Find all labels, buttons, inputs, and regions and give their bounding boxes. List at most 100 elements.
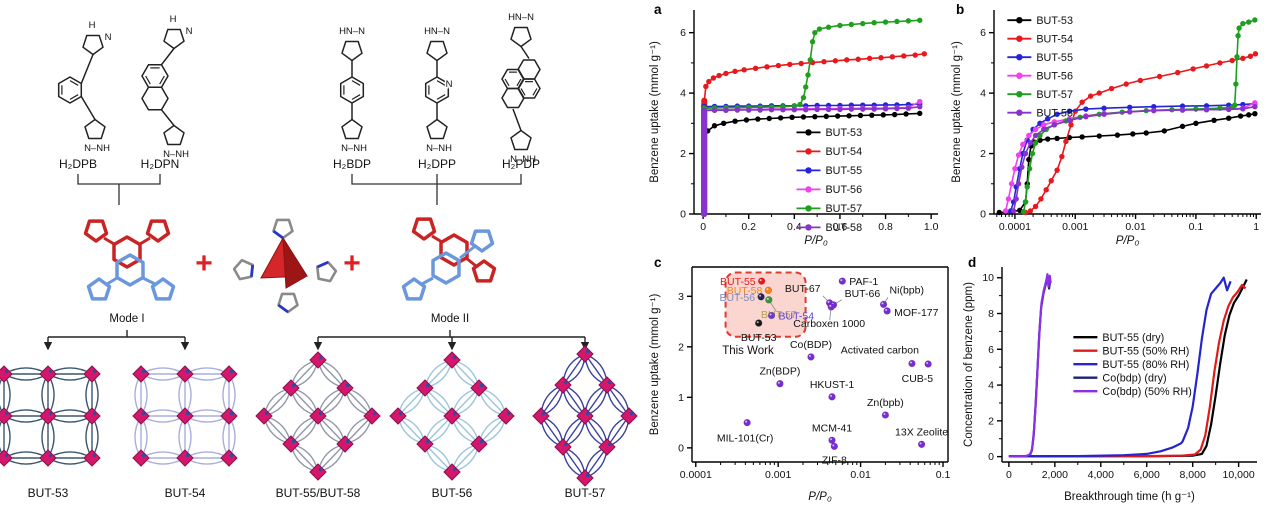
- x-tick-label: 0.1: [936, 469, 951, 481]
- legend-label: BUT-55 (50% RH): [1102, 346, 1189, 358]
- point-BUT-55: BUT-55: [720, 276, 766, 288]
- x-tick-label: 0.0001: [999, 221, 1031, 233]
- x-tick-label: 4,000: [1088, 469, 1114, 481]
- x-tick-label: 6,000: [1134, 469, 1160, 481]
- y-tick-label: 3: [678, 291, 684, 303]
- plus-sign-1: +: [195, 247, 213, 280]
- panel-d: d 0 2,000 4,000 6,000 8,000 10,000 0 2 4 6 8 10 Brea…: [960, 253, 1269, 506]
- point-Carboxen 1000: Carboxen 1000: [793, 303, 865, 330]
- legend: BUT-53 BUT-54 BUT-55 BUT-56 BUT-57 BUT-58: [1007, 15, 1073, 120]
- panel-letter-b: b: [956, 2, 965, 17]
- point-Zn(BDP): Zn(BDP): [760, 366, 801, 388]
- ligand-label-h2dpn: H₂DPN: [141, 157, 180, 171]
- legend-label: BUT-55: [1036, 52, 1073, 64]
- x-tick-label: 10,000: [1223, 469, 1255, 481]
- x-tick-label: 0.01: [850, 469, 871, 481]
- panel-b: b 0.0001 0.001 0.01 0.1 1 0 2 4 6 P/P₀ Benzene upt…: [948, 0, 1269, 253]
- point-label: BUT-54: [779, 310, 815, 322]
- x-tick-label: 0: [1006, 469, 1012, 481]
- point-13X Zeolite: 13X Zeolite: [895, 426, 948, 449]
- y-tick-label: 8: [988, 308, 994, 320]
- legend-label: BUT-53: [1036, 15, 1073, 27]
- y-tick-label: 2: [680, 148, 686, 160]
- framework-label-1: BUT-54: [165, 486, 206, 500]
- point-label: CUB-5: [902, 373, 934, 385]
- y-tick-label: 6: [980, 27, 986, 39]
- framework-label-4: BUT-57: [565, 486, 606, 500]
- point-label: HKUST-1: [810, 379, 855, 391]
- x-tick-label: 0.0001: [680, 469, 712, 481]
- y-tick-label: 2: [980, 148, 986, 160]
- series-BUT-54: [1022, 51, 1259, 216]
- point-label: Activated carbon: [841, 344, 919, 356]
- this-work-highlight-box: [724, 271, 807, 338]
- x-tick-label: 0.6: [833, 221, 848, 233]
- framework-structure-BUT-53: [0, 365, 101, 467]
- plus-sign-2: +: [343, 247, 361, 280]
- framework-label-0: BUT-53: [28, 486, 69, 500]
- y-axis-title: Concentration of benzene (ppm): [963, 282, 975, 447]
- ligand-structure-h2bdp: HN–N N–NH: [339, 26, 367, 154]
- panel-c: c This Work 0.0001 0.001 0.01 0.1 0 1 2 3 P/P₀ Ben…: [646, 253, 960, 506]
- point-Ni(bpb): Ni(bpb): [879, 284, 924, 309]
- point-label: ZIF-8: [822, 454, 847, 466]
- ligand-label-h2bdp: H₂BDP: [333, 157, 371, 171]
- ligand-label-h2dpb: H₂DPB: [59, 157, 97, 171]
- x-tick-label: 0.01: [1125, 221, 1146, 233]
- point-label: MOF-177: [894, 307, 939, 319]
- chart-a-benzene-isotherm-linear: 0 0.2 0.4 0.6 0.8 1.0 0 2 4 6 P/P₀ Benzene uptake (…: [649, 10, 939, 247]
- legend-label: BUT-55: [825, 165, 862, 177]
- svg-text:N–NH: N–NH: [84, 143, 110, 154]
- point-Zn(bpb): Zn(bpb): [867, 397, 904, 419]
- y-tick-label: 0: [988, 451, 994, 463]
- point-label: MIL-101(Cr): [717, 433, 774, 445]
- metal-node-structure: [232, 218, 338, 314]
- legend: BUT-55 (dry) BUT-55 (50% RH)BUT-55 (80% R…: [1073, 332, 1192, 398]
- x-axis-title: P/P₀: [808, 491, 832, 503]
- point-BUT-53: BUT-53: [741, 319, 777, 344]
- this-work-label: This Work: [722, 345, 774, 357]
- legend-label: BUT-55 (80% RH): [1102, 359, 1189, 371]
- ligand-label-h2dpp: H₂DPP: [418, 157, 456, 171]
- point-BUT-58: BUT-58: [727, 285, 773, 297]
- mode1-label: Mode I: [109, 313, 144, 325]
- chart-b-benzene-isotherm-log: 0.0001 0.001 0.01 0.1 1 0 2 4 6 P/P₀ Benzene uptak…: [951, 10, 1261, 247]
- panel-letter-c: c: [654, 255, 662, 270]
- legend-label: BUT-54: [825, 146, 862, 158]
- y-axis-title: Benzene uptake (mmol g⁻¹): [649, 294, 661, 436]
- series-BUT-57: [701, 17, 923, 217]
- panel-a: a 0 0.2 0.4 0.6 0.8 1.0 0 2 4 6 P/P₀ Benzene uptake…: [646, 0, 948, 253]
- x-tick-label: 1: [1253, 221, 1259, 233]
- ligand-structure-h2dpn: HN N–NH: [141, 14, 193, 160]
- point-label: MCM-41: [812, 422, 852, 434]
- chart-d-breakthrough-curves: 0 2,000 4,000 6,000 8,000 10,000 0 2 4 6 8 10 Breakt…: [963, 267, 1257, 503]
- legend-label: BUT-55 (dry): [1102, 332, 1164, 344]
- framework-structure-BUT-54: [132, 365, 238, 467]
- legend-label: BUT-56: [825, 184, 862, 196]
- legend-label: BUT-53: [825, 127, 862, 139]
- legend-label: BUT-57: [1036, 89, 1073, 101]
- svg-text:HN–N: HN–N: [508, 12, 534, 23]
- y-tick-label: 6: [680, 27, 686, 39]
- x-tick-label: 0.1: [1189, 221, 1204, 233]
- framework-structure-BUT-56: [389, 351, 515, 481]
- point-PAF-1: PAF-1: [838, 276, 878, 288]
- ligand-structure-h2pdp: HN–N N–NH: [501, 12, 541, 165]
- svg-text:H: H: [170, 14, 177, 25]
- svg-text:N–NH: N–NH: [163, 149, 189, 160]
- point-label: Zn(bpb): [867, 397, 904, 409]
- point-label: BUT-56: [719, 292, 755, 304]
- point-MOF-177: MOF-177: [883, 307, 939, 319]
- series-BUT-58: [701, 104, 923, 217]
- series-BUT-55 (50% RH): [1008, 283, 1247, 458]
- x-axis-title: P/P₀: [804, 235, 828, 247]
- y-tick-label: 2: [678, 341, 684, 353]
- point-HKUST-1: HKUST-1: [810, 379, 855, 401]
- framework-structure-BUT-55/BUT-58: [255, 351, 381, 481]
- panel-letter-d: d: [968, 255, 977, 270]
- x-axis-title: Breakthrough time (h g⁻¹): [1064, 491, 1195, 503]
- point-label: Zn(BDP): [760, 366, 801, 378]
- framework-label-2: BUT-55/BUT-58: [276, 486, 361, 500]
- y-tick-label: 4: [988, 380, 994, 392]
